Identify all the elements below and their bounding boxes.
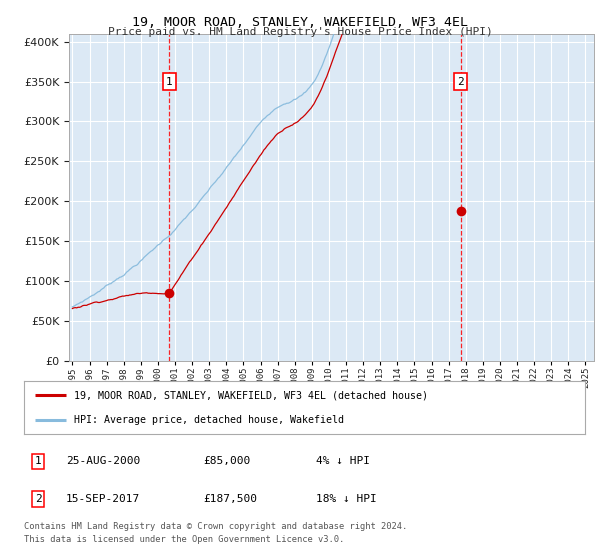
Text: 15-SEP-2017: 15-SEP-2017 bbox=[66, 494, 140, 504]
Text: £85,000: £85,000 bbox=[203, 456, 251, 466]
Text: HPI: Average price, detached house, Wakefield: HPI: Average price, detached house, Wake… bbox=[74, 414, 344, 424]
Text: 2: 2 bbox=[35, 494, 41, 504]
Text: 1: 1 bbox=[166, 77, 172, 87]
Text: 4% ↓ HPI: 4% ↓ HPI bbox=[316, 456, 370, 466]
Text: 2: 2 bbox=[458, 77, 464, 87]
Text: Contains HM Land Registry data © Crown copyright and database right 2024.: Contains HM Land Registry data © Crown c… bbox=[24, 522, 407, 531]
Text: Price paid vs. HM Land Registry's House Price Index (HPI): Price paid vs. HM Land Registry's House … bbox=[107, 27, 493, 37]
Text: 19, MOOR ROAD, STANLEY, WAKEFIELD, WF3 4EL: 19, MOOR ROAD, STANLEY, WAKEFIELD, WF3 4… bbox=[132, 16, 468, 29]
Text: 18% ↓ HPI: 18% ↓ HPI bbox=[316, 494, 376, 504]
Text: 1: 1 bbox=[35, 456, 41, 466]
Text: 25-AUG-2000: 25-AUG-2000 bbox=[66, 456, 140, 466]
Text: 19, MOOR ROAD, STANLEY, WAKEFIELD, WF3 4EL (detached house): 19, MOOR ROAD, STANLEY, WAKEFIELD, WF3 4… bbox=[74, 390, 428, 400]
Text: This data is licensed under the Open Government Licence v3.0.: This data is licensed under the Open Gov… bbox=[24, 535, 344, 544]
Text: £187,500: £187,500 bbox=[203, 494, 257, 504]
